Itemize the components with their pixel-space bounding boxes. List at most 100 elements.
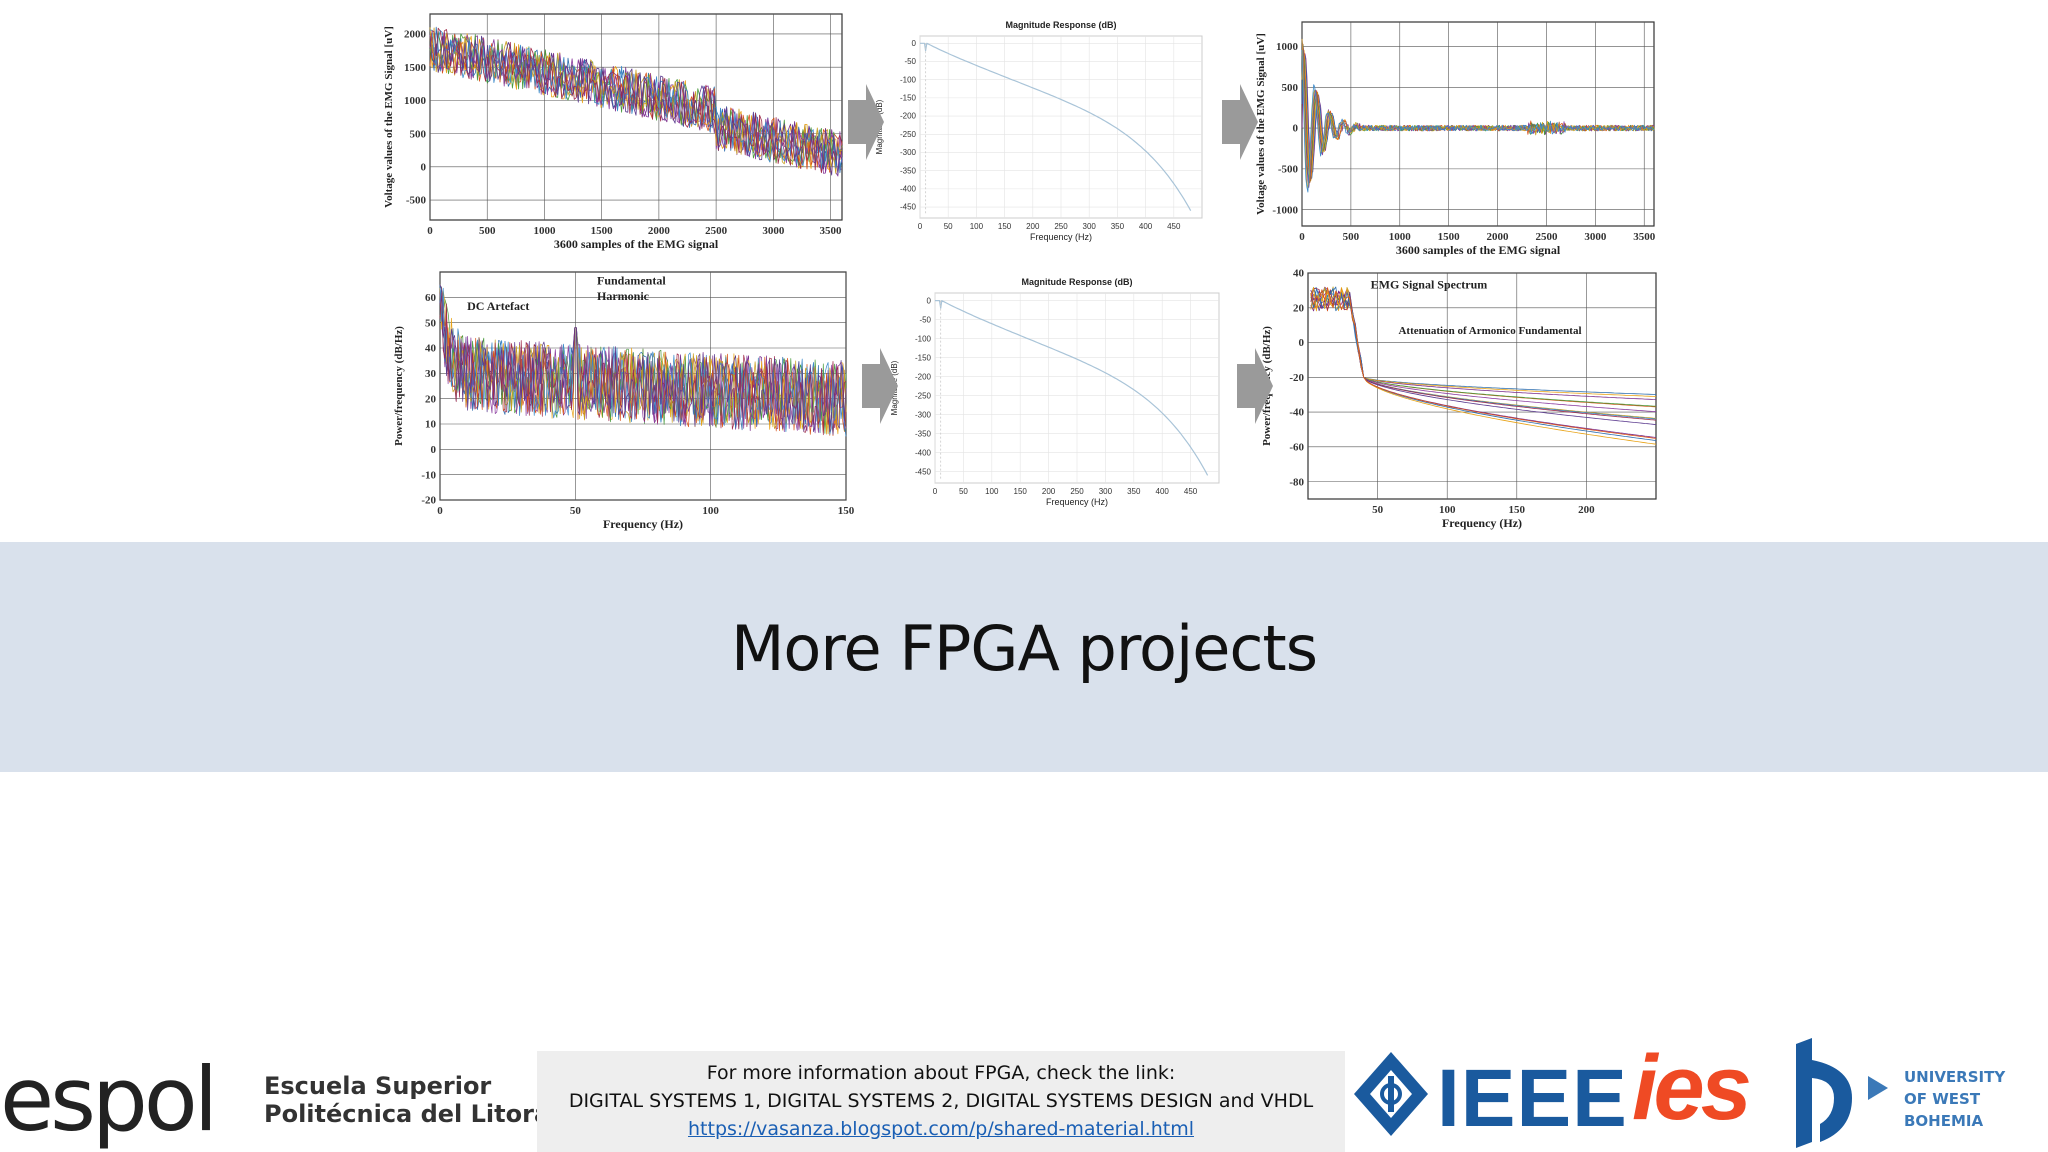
y-tick-label: 20	[1293, 302, 1305, 314]
y-axis-label: Voltage values of the EMG Signal [uV]	[383, 26, 395, 208]
annotation-harmonic: Harmonic	[597, 289, 650, 303]
uwb-logo-icon	[1796, 1038, 1888, 1148]
x-tick-label: 100	[985, 487, 999, 496]
y-tick-label: 40	[1293, 268, 1305, 280]
x-axis-label: Frequency (Hz)	[1030, 232, 1092, 242]
chart-3: 0 500 1000 1500 2000 2500 3000 3500 1000 500 0 -500…	[1255, 21, 1656, 257]
x-tick-label: 400	[1139, 222, 1153, 231]
x-tick-label: 100	[970, 222, 984, 231]
charts-area: 0 500 1000 1500 2000 2500 3000 3500-50005001000…	[383, 13, 1657, 531]
x-axis-label: Frequency (Hz)	[1442, 516, 1522, 530]
y-tick-label: -500	[406, 195, 427, 207]
y-tick-label: 1000	[1276, 41, 1299, 53]
y-tick-label: 0	[431, 444, 437, 456]
footer-link[interactable]: https://vasanza.blogspot.com/p/shared-ma…	[688, 1118, 1194, 1140]
x-tick-label: 3000	[762, 225, 785, 237]
series-line	[1310, 287, 1657, 397]
y-tick-label: 0	[927, 296, 932, 305]
y-tick-label: -250	[915, 391, 932, 400]
series-line	[1310, 286, 1657, 413]
series-line	[1301, 49, 1654, 193]
y-tick-label: -400	[915, 448, 932, 457]
y-tick-label: -100	[900, 75, 917, 84]
x-tick-label: 250	[1070, 487, 1084, 496]
x-tick-label: 200	[1026, 222, 1040, 231]
x-tick-label: 350	[1111, 222, 1125, 231]
x-tick-label: 0	[918, 222, 923, 231]
y-tick-label: -150	[915, 353, 932, 362]
y-tick-label: -50	[919, 315, 931, 324]
series-line	[1310, 289, 1657, 425]
y-tick-label: -20	[421, 495, 436, 507]
y-tick-label: 10	[425, 419, 437, 431]
slide-title: More FPGA projects	[730, 612, 1318, 685]
uwb-line1: UNIVERSITY	[1904, 1068, 2006, 1086]
annotation-fundamental: Fundamental	[597, 274, 666, 288]
x-tick-label: 150	[838, 505, 855, 517]
title-band	[0, 542, 2048, 772]
y-axis-label: Voltage values of the EMG Signal [uV]	[1255, 33, 1267, 215]
y-tick-label: -200	[900, 112, 917, 121]
espol-wordmark: espol	[0, 1048, 218, 1151]
y-tick-label: 0	[912, 39, 917, 48]
x-tick-label: 500	[479, 225, 496, 237]
footer-line2: DIGITAL SYSTEMS 1, DIGITAL SYSTEMS 2, DI…	[568, 1090, 1314, 1112]
x-tick-label: 400	[1156, 487, 1170, 496]
x-tick-label: 2000	[648, 225, 671, 237]
y-tick-label: -1000	[1272, 204, 1298, 216]
series-line	[439, 284, 847, 435]
y-tick-label: -100	[915, 334, 932, 343]
chart-title: Magnitude Response (dB)	[1005, 20, 1116, 30]
y-tick-label: 0	[421, 162, 427, 174]
y-tick-label: 0	[1299, 337, 1305, 349]
annotation-spectrum: EMG Signal Spectrum	[1371, 278, 1488, 292]
chart-5: 0 50 100 150 200 250 300 350 400 450 0 -50 -100 -150 -…	[890, 277, 1220, 507]
x-tick-label: 200	[1578, 504, 1595, 516]
x-tick-label: 2000	[1487, 231, 1510, 243]
x-axis-label: Frequency (Hz)	[603, 517, 683, 531]
y-tick-label: -500	[1278, 164, 1299, 176]
y-axis-label: Power/frequency (dB/Hz)	[393, 326, 405, 446]
x-axis-label: 3600 samples of the EMG signal	[554, 237, 719, 251]
y-tick-label: -450	[915, 467, 932, 476]
magnitude-curve	[935, 300, 1209, 476]
x-tick-label: 3000	[1584, 231, 1607, 243]
x-tick-label: 0	[427, 225, 433, 237]
x-tick-label: 200	[1042, 487, 1056, 496]
x-tick-label: 300	[1099, 487, 1113, 496]
ies-logo: ies	[1632, 1037, 1752, 1139]
magnitude-curve	[920, 42, 1192, 211]
y-tick-label: -350	[915, 429, 932, 438]
x-tick-label: 0	[933, 487, 938, 496]
x-tick-label: 150	[1509, 504, 1526, 516]
series-line	[1310, 287, 1657, 439]
series-line	[429, 35, 843, 176]
x-tick-label: 1000	[1389, 231, 1412, 243]
footer-line1: For more information about FPGA, check t…	[706, 1062, 1176, 1084]
x-tick-label: 100	[702, 505, 719, 517]
arrow-icon	[1237, 348, 1273, 424]
espol-logo: espol	[0, 1040, 540, 1152]
arrow-icon	[848, 84, 884, 160]
chart-title: Magnitude Response (dB)	[1021, 277, 1132, 287]
x-tick-label: 350	[1127, 487, 1141, 496]
y-tick-label: -80	[1289, 476, 1304, 488]
y-tick-label: 40	[425, 343, 437, 355]
espol-subtitle-line2: Politécnica del Litoral	[264, 1100, 559, 1128]
y-tick-label: -400	[900, 185, 917, 194]
y-tick-label: -60	[1289, 442, 1304, 454]
series-line	[1310, 288, 1657, 407]
y-tick-label: -300	[900, 148, 917, 157]
x-tick-label: 450	[1167, 222, 1181, 231]
x-tick-label: 300	[1083, 222, 1097, 231]
arrow-icon	[1222, 84, 1258, 160]
y-tick-label: -50	[904, 57, 916, 66]
x-tick-label: 150	[998, 222, 1012, 231]
x-tick-label: 250	[1054, 222, 1068, 231]
uwb-line2: OF WEST BOHEMIA	[1904, 1090, 1984, 1130]
ieee-diamond-icon	[1354, 1052, 1428, 1136]
y-tick-label: 20	[425, 393, 437, 405]
y-tick-label: -150	[900, 94, 917, 103]
